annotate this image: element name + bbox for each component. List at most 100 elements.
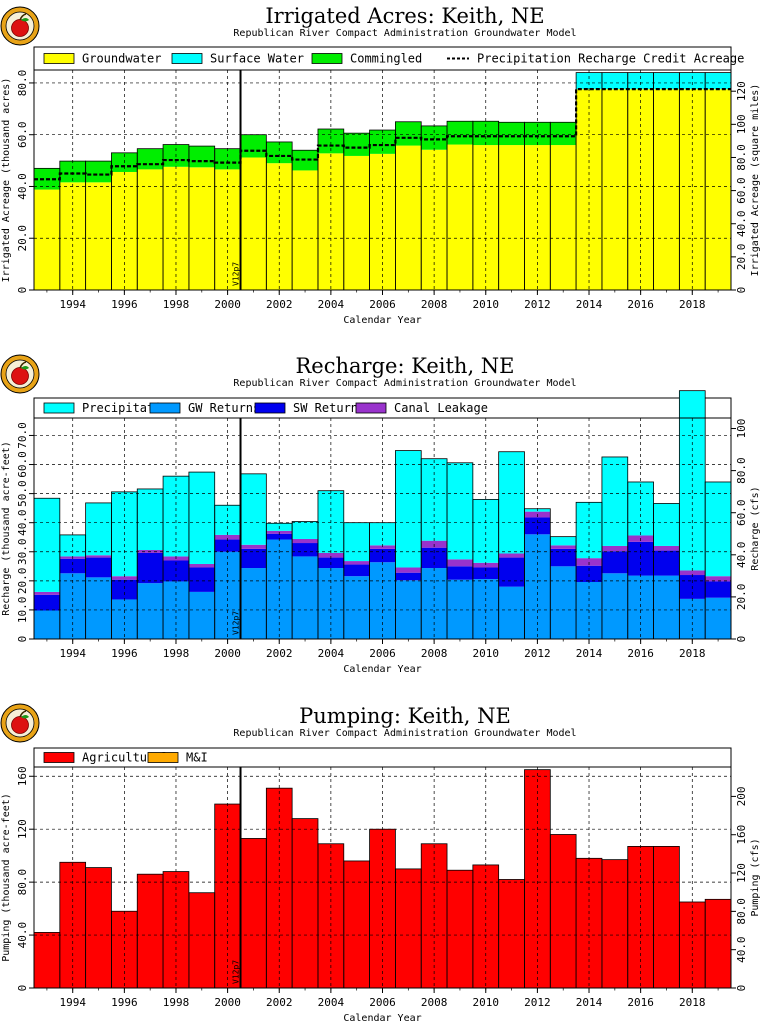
y-tick-label: 40.0 xyxy=(16,922,29,949)
bar-segment xyxy=(705,581,731,598)
bar-segment xyxy=(111,579,138,600)
bar-segment xyxy=(524,145,551,290)
bar-segment xyxy=(601,72,628,90)
logo-leaf-icon xyxy=(21,715,29,719)
bar-segment xyxy=(498,879,525,988)
y-axis-label: Recharge (thousand acre-feet) xyxy=(1,441,12,616)
bar-segment xyxy=(653,89,680,290)
bar-segment xyxy=(292,538,318,544)
bar-segment xyxy=(343,860,370,988)
legend-label: GW Returns xyxy=(188,401,260,415)
legend-swatch xyxy=(149,402,181,414)
bar-segment xyxy=(550,536,577,546)
bar-segment xyxy=(188,892,215,988)
bar-segment xyxy=(601,89,628,290)
bar-segment xyxy=(137,874,164,988)
legend-label: Agricultural xyxy=(82,751,169,765)
x-tick-label: 2000 xyxy=(214,647,241,660)
x-tick-label: 2014 xyxy=(576,298,603,311)
x-tick-label: 2004 xyxy=(318,647,345,660)
chart-title: Irrigated Acres: Keith, NE xyxy=(265,4,544,28)
bar-segment xyxy=(550,548,577,567)
y-tick-label: 40.0 xyxy=(16,509,29,536)
bar-segment xyxy=(653,72,680,90)
y2-axis-label: Pumping (cfs) xyxy=(750,838,761,916)
bar-segment xyxy=(524,122,551,146)
y2-tick-label: 20.0 xyxy=(735,244,748,271)
y2-tick-label: 40.0 xyxy=(735,210,748,237)
x-tick-label: 2014 xyxy=(576,647,603,660)
bar-segment xyxy=(524,517,551,535)
bar-segment xyxy=(240,568,267,639)
bar-segment xyxy=(59,558,86,574)
y-axis-label: Irrigated Acreage (thousand acres) xyxy=(1,78,12,283)
bar-segment xyxy=(601,859,628,988)
y2-tick-label: 80.0 xyxy=(735,457,748,484)
bar-segment xyxy=(705,72,731,90)
bar-segment xyxy=(576,565,602,583)
bar-segment xyxy=(705,481,731,577)
x-tick-label: 2008 xyxy=(421,996,448,1009)
x-tick-label: 2018 xyxy=(679,298,706,311)
y2-tick-label: 80.0 xyxy=(735,898,748,925)
bar-segment xyxy=(550,566,577,639)
bar-segment xyxy=(343,522,370,562)
credit-line xyxy=(34,88,731,181)
x-tick-label: 2010 xyxy=(473,996,500,1009)
y2-tick-label: 100 xyxy=(735,419,748,439)
bar-segment xyxy=(679,901,706,988)
legend-swatch xyxy=(355,402,387,414)
logo-stem-icon xyxy=(19,710,27,718)
y-tick-label: 0 xyxy=(16,636,29,643)
bar-segment xyxy=(188,567,215,592)
bar-segment xyxy=(292,521,318,539)
bar-segment xyxy=(550,834,577,988)
bar-segment xyxy=(59,161,86,183)
chart-subtitle: Republican River Compact Administration … xyxy=(233,378,576,389)
bar-segment xyxy=(472,562,499,568)
bar-segment xyxy=(317,552,344,558)
x-tick-label: 2006 xyxy=(369,996,396,1009)
bar-segment xyxy=(498,122,525,146)
bar-segment xyxy=(421,568,448,639)
x-tick-label: 2000 xyxy=(214,996,241,1009)
x-tick-label: 1998 xyxy=(163,996,190,1009)
bar-segment xyxy=(34,189,60,290)
bar-segment xyxy=(34,498,60,592)
x-axis-label: Calendar Year xyxy=(343,664,421,675)
bar-segment xyxy=(317,568,344,639)
bar-segment xyxy=(472,567,499,580)
bar-segment xyxy=(85,182,112,290)
legend-label: Canal Leakage xyxy=(394,401,488,415)
logo-stem-icon xyxy=(19,361,27,369)
chart-subtitle: Republican River Compact Administration … xyxy=(233,728,576,739)
version-marker-label: V12p7 xyxy=(232,960,241,984)
y-tick-label: 0 xyxy=(16,985,29,992)
x-tick-label: 2010 xyxy=(473,647,500,660)
x-tick-label: 2000 xyxy=(214,298,241,311)
y-tick-label: 0 xyxy=(16,287,29,294)
bar-segment xyxy=(343,576,370,639)
x-tick-label: 2008 xyxy=(421,647,448,660)
x-tick-label: 2008 xyxy=(421,298,448,311)
y2-tick-label: 60.0 xyxy=(735,499,748,526)
bar-segment xyxy=(292,818,318,988)
bar-segment xyxy=(188,591,215,639)
chart-title: Pumping: Keith, NE xyxy=(299,704,511,728)
bar-segment xyxy=(395,145,422,290)
bar-segment xyxy=(576,558,602,566)
bar-segment xyxy=(705,89,731,290)
x-tick-label: 2012 xyxy=(524,996,551,1009)
y2-tick-label: 40.0 xyxy=(735,936,748,963)
x-tick-label: 2004 xyxy=(318,996,345,1009)
y-tick-label: 50.0 xyxy=(16,480,29,507)
bar-segment xyxy=(240,134,267,158)
y2-tick-label: 200 xyxy=(735,786,748,806)
legend-label: Groundwater xyxy=(82,52,161,66)
bar-segment xyxy=(240,838,267,988)
y-tick-label: 120 xyxy=(16,819,29,839)
bar-segment xyxy=(395,868,422,988)
bar-segment xyxy=(292,556,318,639)
bar-segment xyxy=(34,610,60,639)
